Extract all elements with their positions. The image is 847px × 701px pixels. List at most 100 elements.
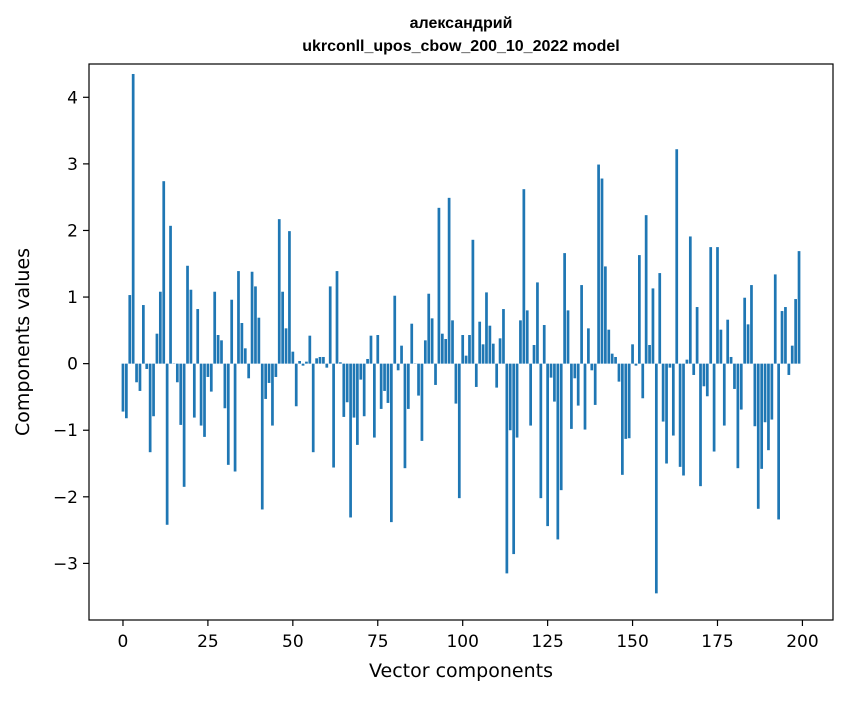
bar — [648, 345, 651, 364]
bar — [550, 364, 553, 378]
bar — [495, 364, 498, 388]
y-tick-label: 1 — [67, 288, 78, 308]
bar — [665, 364, 668, 464]
bar — [597, 165, 600, 364]
bar — [455, 364, 458, 404]
x-tick-label: 200 — [786, 632, 818, 652]
bar — [655, 364, 658, 594]
bar — [601, 179, 604, 364]
bar — [468, 335, 471, 364]
bar — [777, 364, 780, 520]
bar — [703, 364, 706, 387]
bar — [417, 364, 420, 396]
bar — [387, 364, 390, 403]
bar — [363, 364, 366, 417]
bar — [132, 74, 135, 364]
bar — [580, 285, 583, 364]
bar — [356, 364, 359, 445]
bar — [213, 292, 216, 364]
bar — [641, 364, 644, 399]
bar — [475, 364, 478, 387]
bar — [207, 364, 210, 377]
x-tick-label: 50 — [282, 632, 304, 652]
bar — [723, 364, 726, 426]
bar — [142, 305, 145, 364]
bar — [560, 364, 563, 491]
bar — [750, 285, 753, 364]
bar — [237, 271, 240, 364]
bar — [410, 324, 413, 364]
bar — [519, 320, 522, 363]
bar — [271, 364, 274, 426]
bar — [196, 309, 199, 364]
bar — [737, 364, 740, 469]
bar — [652, 288, 655, 363]
bar — [658, 273, 661, 364]
bar — [757, 364, 760, 509]
bar — [461, 335, 464, 364]
bar — [254, 286, 257, 363]
bar — [274, 364, 277, 377]
bar — [285, 328, 288, 363]
bar — [451, 320, 454, 363]
bar — [529, 364, 532, 426]
bar — [210, 364, 213, 392]
bar — [604, 266, 607, 363]
y-axis-label: Components values — [12, 248, 34, 436]
bar — [675, 149, 678, 363]
bar — [220, 340, 223, 363]
bar — [614, 357, 617, 364]
bar — [376, 335, 379, 364]
bar — [441, 334, 444, 364]
bar — [288, 231, 291, 364]
bar — [241, 323, 244, 364]
bar — [261, 364, 264, 510]
bar — [526, 310, 529, 363]
bar — [781, 311, 784, 364]
bar — [764, 364, 767, 423]
bar — [322, 357, 325, 364]
bar — [135, 364, 138, 383]
bar — [217, 335, 220, 364]
bar — [244, 348, 247, 363]
bar — [247, 364, 250, 379]
bar — [516, 364, 519, 438]
bar — [733, 364, 736, 389]
bar — [200, 364, 203, 426]
bar — [716, 247, 719, 364]
bar — [400, 346, 403, 364]
bar — [298, 361, 301, 364]
bar — [699, 364, 702, 487]
bar — [689, 236, 692, 363]
x-tick-label: 100 — [446, 632, 478, 652]
bar — [770, 364, 773, 420]
bar — [485, 292, 488, 363]
bar — [193, 364, 196, 418]
bar — [325, 364, 328, 368]
y-tick-label: 0 — [67, 355, 78, 375]
bar — [393, 296, 396, 364]
bar — [162, 181, 165, 363]
bar — [740, 364, 743, 410]
bar — [492, 344, 495, 364]
bar — [159, 292, 162, 364]
bar — [390, 364, 393, 522]
chart-title: александрий — [410, 15, 513, 32]
bar — [156, 334, 159, 364]
bar — [754, 364, 757, 427]
y-tick-label: 4 — [67, 88, 78, 108]
bar — [176, 364, 179, 383]
bar — [349, 364, 352, 518]
bar — [234, 364, 237, 472]
x-tick-label: 150 — [616, 632, 648, 652]
bar — [397, 364, 400, 371]
bar — [366, 359, 369, 364]
bar — [179, 364, 182, 425]
x-tick-label: 75 — [367, 632, 389, 652]
bar — [594, 364, 597, 405]
bar — [424, 340, 427, 363]
bar — [145, 364, 148, 369]
bar — [611, 354, 614, 364]
bar — [590, 364, 593, 371]
